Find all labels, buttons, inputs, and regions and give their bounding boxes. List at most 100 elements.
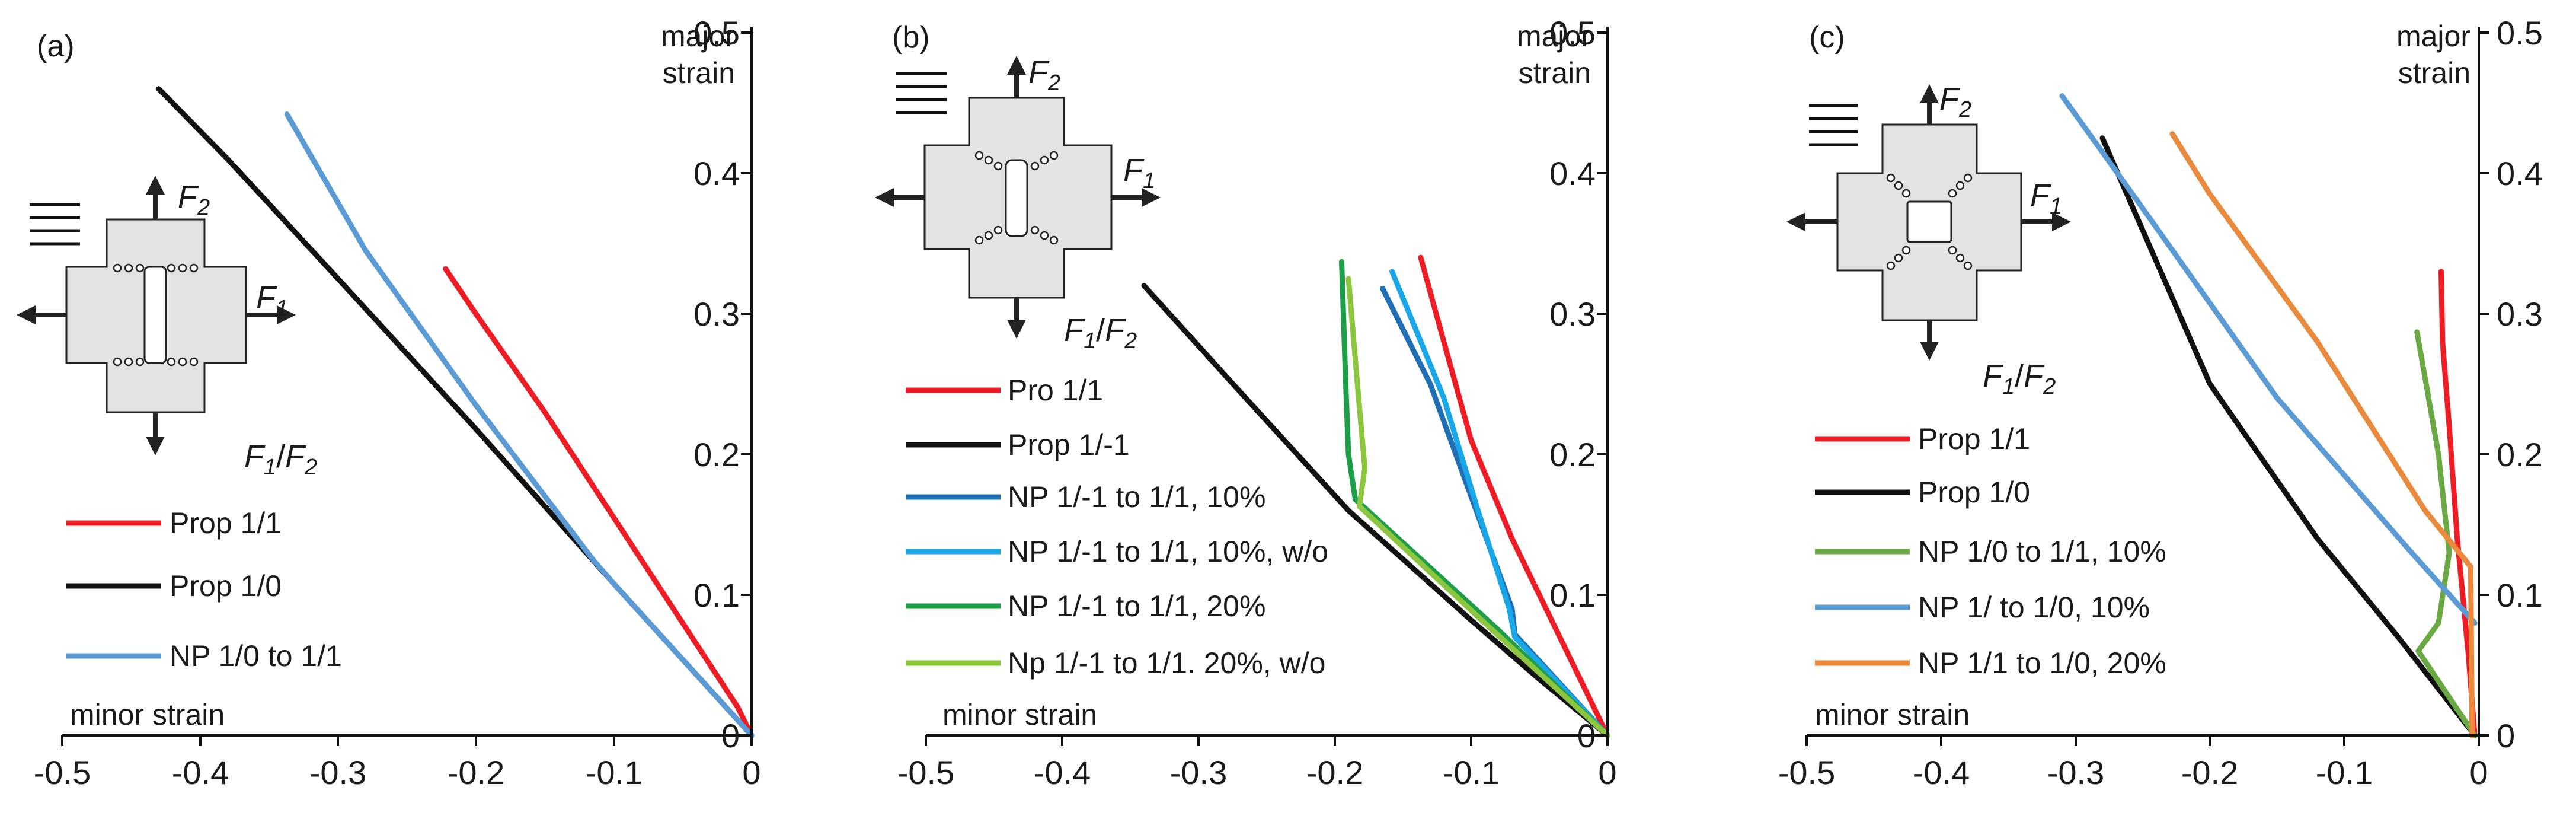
force-label-f1: F1 — [1123, 152, 1155, 193]
legend-label: Pro 1/1 — [1008, 374, 1103, 407]
perforation-dots-icon — [974, 151, 1059, 245]
y-tick-label: 0 — [1577, 717, 1596, 754]
x-tick: -0.4 — [172, 735, 229, 791]
y-ticks: 0 0.1 0.2 0.3 0.4 0.5 — [1549, 14, 1607, 754]
force-label-f1: F1 — [256, 280, 288, 321]
series-line — [2059, 93, 2478, 626]
panel-a: (a) F2 F1 F1/F2 — [17, 14, 761, 791]
legend-item: Prop 1/-1 — [906, 428, 1130, 461]
legend-label: Np 1/-1 to 1/1. 20%, w/o — [1008, 646, 1325, 680]
legend-label: Prop 1/1 — [170, 506, 282, 540]
plot-area: -0.5 -0.4 -0.3 -0.2 -0.1 0 0 0.1 0.2 0.3… — [1778, 14, 2543, 791]
y-tick: 0.2 — [2479, 436, 2543, 473]
legend-item: Pro 1/1 — [906, 374, 1103, 407]
y-tick: 0.3 — [2479, 295, 2543, 333]
legend: Pro 1/1 Prop 1/-1 NP 1/-1 to 1/1, 10% NP… — [906, 374, 1328, 680]
x-tick-label: -0.5 — [34, 754, 91, 791]
y-tick-label: 0.4 — [2497, 155, 2543, 192]
x-tick-label: -0.1 — [1443, 754, 1500, 791]
x-tick: 0 — [2469, 735, 2488, 791]
x-tick: 0 — [1598, 735, 1617, 791]
x-tick: -0.3 — [1170, 735, 1227, 791]
y-tick-label: 0.5 — [693, 14, 740, 52]
x-tick: -0.5 — [897, 735, 955, 791]
x-tick: -0.3 — [309, 735, 366, 791]
x-tick: -0.1 — [1443, 735, 1500, 791]
x-tick: -0.2 — [2181, 735, 2239, 791]
x-tick-label: -0.4 — [1913, 754, 1970, 791]
y-axis-label: major strain — [2396, 20, 2470, 90]
ratio-label: F1/F2 — [244, 439, 317, 480]
y-tick: 0.4 — [2479, 155, 2543, 192]
slot-icon — [1005, 159, 1028, 237]
x-tick: -0.5 — [34, 735, 91, 791]
x-tick-label: -0.2 — [2181, 754, 2239, 791]
x-ticks: -0.5 -0.4 -0.3 -0.2 -0.1 0 — [34, 735, 761, 791]
x-axis-label: minor strain — [942, 698, 1097, 731]
y-tick-label: 0 — [2497, 717, 2515, 754]
y-tick: 0.1 — [2479, 576, 2543, 614]
y-tick-label: 0.5 — [2497, 14, 2543, 52]
y-tick: 0.3 — [693, 295, 752, 333]
y-tick-label: 0.4 — [1549, 155, 1596, 192]
x-tick-label: -0.5 — [897, 754, 955, 791]
x-ticks: -0.5 -0.4 -0.3 -0.2 -0.1 0 — [1778, 735, 2488, 791]
plot-area: -0.5 -0.4 -0.3 -0.2 -0.1 0 0 0.1 0.2 0.3… — [897, 14, 1617, 791]
panel-b: (b) F2 F1 F1/F2 — [875, 14, 1617, 791]
series-line — [1345, 276, 1610, 738]
x-tick-label: -0.4 — [172, 754, 229, 791]
y-tick: 0.4 — [693, 155, 752, 192]
y-tick: 0.5 — [1549, 14, 1607, 52]
force-label-f2: F2 — [1939, 81, 1971, 122]
legend: Prop 1/1 Prop 1/0 NP 1/0 to 1/1, 10% NP … — [1815, 422, 2166, 680]
panel-label-c: (c) — [1809, 20, 1845, 55]
legend-label: Prop 1/1 — [1918, 422, 2030, 455]
y-tick: 0.4 — [1549, 155, 1607, 192]
legend-label: Prop 1/-1 — [1008, 428, 1130, 461]
x-tick-label: -0.4 — [1034, 754, 1091, 791]
series-line — [1339, 259, 1610, 738]
perforation-dots-icon — [1886, 173, 1973, 270]
y-tick: 0.1 — [693, 576, 752, 614]
x-tick: -0.5 — [1778, 735, 1836, 791]
y-tick-label: 0.1 — [693, 576, 740, 614]
legend-label: NP 1/-1 to 1/1, 10% — [1008, 480, 1265, 514]
x-tick-label: -0.2 — [1306, 754, 1364, 791]
series-layer — [1141, 254, 1610, 738]
y-tick-label: 0.3 — [1549, 295, 1596, 333]
slot-icon — [143, 266, 167, 364]
legend-label: NP 1/1 to 1/0, 20% — [1918, 646, 2166, 680]
legend-label: NP 1/ to 1/0, 10% — [1918, 591, 2150, 624]
specimen-a: F2 F1 — [17, 176, 296, 455]
legend-item: NP 1/0 to 1/1, 10% — [1815, 535, 2166, 568]
x-axis-label: minor strain — [70, 698, 225, 731]
x-tick-label: 0 — [742, 754, 760, 791]
x-tick: -0.2 — [448, 735, 504, 791]
grip-lines-icon — [30, 203, 80, 246]
specimen-b: F2 F1 — [875, 55, 1161, 339]
square-hole-icon — [1906, 200, 1952, 243]
legend-item: Prop 1/1 — [66, 506, 282, 540]
y-tick-label: 0.2 — [1549, 436, 1596, 473]
y-axis-label: major strain — [661, 20, 735, 90]
y-tick-label: 0.4 — [693, 155, 740, 192]
y-tick: 0.5 — [2479, 14, 2543, 52]
y-ticks: 0 0.1 0.2 0.3 0.4 0.5 — [693, 14, 752, 754]
panel-c: (c) F2 F1 F1/F2 — [1778, 14, 2543, 791]
y-tick: 0 — [2479, 717, 2515, 754]
series-line — [2099, 135, 2478, 738]
ratio-label: F1/F2 — [1064, 313, 1137, 353]
x-tick-label: -0.5 — [1778, 754, 1836, 791]
force-label-f1: F1 — [2030, 178, 2062, 219]
series-line — [1418, 254, 1610, 738]
panel-label-b: (b) — [892, 20, 930, 55]
force-label-f2: F2 — [178, 179, 210, 220]
panel-label-a: (a) — [37, 29, 75, 63]
x-tick: -0.4 — [1913, 735, 1970, 791]
legend-label: NP 1/0 to 1/1, 10% — [1918, 535, 2166, 568]
y-tick: 0.5 — [693, 14, 752, 52]
legend-label: Prop 1/0 — [170, 569, 282, 603]
grip-lines-icon — [1809, 104, 1858, 146]
series-line — [1389, 269, 1610, 738]
